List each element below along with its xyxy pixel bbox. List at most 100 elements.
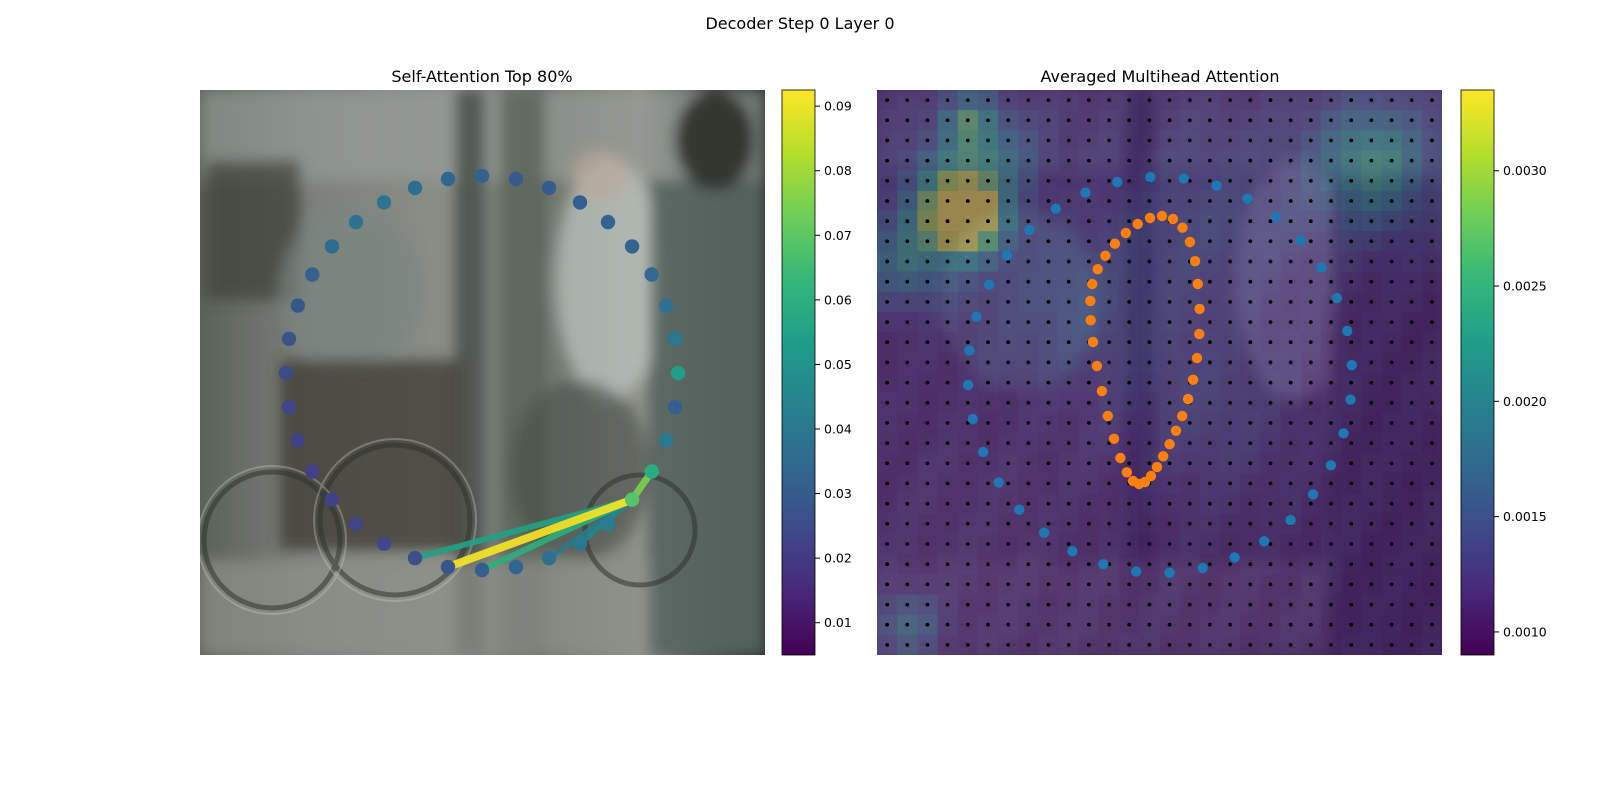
grid-dot [1167,501,1172,506]
grid-dot [905,582,910,587]
grid-dot [1349,380,1354,385]
grid-dot [1026,360,1031,365]
attention-point [541,180,557,196]
grid-dot [965,501,970,506]
grid-dot [1349,178,1354,183]
grid-dot [1167,98,1172,102]
grid-dot [1026,178,1031,183]
attention-point [600,214,616,230]
grid-dot [1046,259,1051,264]
attention-point [670,365,686,381]
grid-dot [1409,158,1414,163]
grid-dot [1228,582,1232,587]
grid-dot [986,542,990,546]
grid-dot [1208,501,1212,506]
grid-dot [885,441,889,445]
grid-dot [1369,643,1374,647]
grid-dot [1268,98,1273,102]
grid-dot [1208,340,1212,345]
grid-dot [1167,239,1172,244]
grid-dot [1248,279,1253,284]
grid-dot [1268,400,1273,405]
grid-dot [1430,622,1434,627]
grid-dot [1288,643,1293,647]
grid-dot [1288,501,1293,506]
blue-point [1080,187,1091,198]
grid-dot [1228,461,1232,466]
grid-dot [1167,461,1172,466]
grid-dot [1087,360,1091,365]
grid-dot [1430,320,1434,324]
grid-dot [1430,300,1434,304]
grid-dot [1268,300,1273,304]
grid-dot [925,562,930,567]
grid-dot [1187,602,1192,607]
blue-point [1295,235,1306,246]
grid-dot [1046,461,1051,466]
grid-dot [1208,643,1212,647]
grid-dot [1308,562,1313,567]
grid-dot [1349,461,1354,466]
grid-dot [1187,441,1192,445]
grid-dot [1208,521,1212,526]
grid-dot [885,300,889,304]
grid-dot [1409,199,1414,203]
grid-dot [1187,481,1192,486]
grid-dot [1026,279,1031,284]
grid-dot [1147,380,1152,385]
grid-dot [885,259,889,264]
grid-dot [1268,461,1273,466]
grid-dot [1288,360,1293,365]
grid-dot [1107,643,1111,647]
grid-dot [1147,138,1152,143]
grid-dot [1389,501,1394,506]
grid-dot [1187,461,1192,466]
attention-point [278,365,294,381]
grid-dot [905,643,910,647]
grid-dot [1087,239,1091,244]
grid-dot [905,138,910,143]
grid-dot [1046,421,1051,425]
blue-point [1285,514,1296,526]
grid-dot [1228,380,1232,385]
grid-dot [1329,622,1333,627]
grid-dot [1107,219,1111,224]
grid-dot [1369,360,1374,365]
grid-dot [1066,441,1071,445]
grid-dot [1228,239,1232,244]
grid-dot [965,582,970,587]
grid-dot [1349,138,1354,143]
grid-dot [1127,622,1132,627]
grid-dot [1389,219,1394,224]
grid-dot [1066,542,1071,546]
grid-dot [1046,300,1051,304]
grid-dot [1308,340,1313,345]
blue-point [1178,173,1190,184]
grid-dot [945,98,950,102]
grid-dot [1228,602,1232,607]
grid-dot [1066,461,1071,466]
grid-dot [1026,199,1031,203]
orange-point [1085,295,1096,307]
grid-dot [1107,320,1111,324]
grid-dot [1349,259,1354,264]
grid-dot [1288,138,1293,143]
attention-point [667,400,683,415]
grid-dot [1409,562,1414,567]
attention-point [290,433,305,448]
grid-dot [1389,602,1394,607]
grid-dot [1349,441,1354,445]
grid-dot [1288,481,1293,486]
grid-dot [1248,542,1253,546]
grid-dot [1066,400,1071,405]
grid-dot [925,461,930,466]
grid-dot [1046,602,1051,607]
grid-dot [1187,501,1192,506]
grid-dot [1046,118,1051,123]
grid-dot [885,501,889,506]
grid-dot [1127,400,1132,405]
grid-dot [1127,421,1132,425]
grid-dot [1389,421,1394,425]
grid-dot [1288,320,1293,324]
